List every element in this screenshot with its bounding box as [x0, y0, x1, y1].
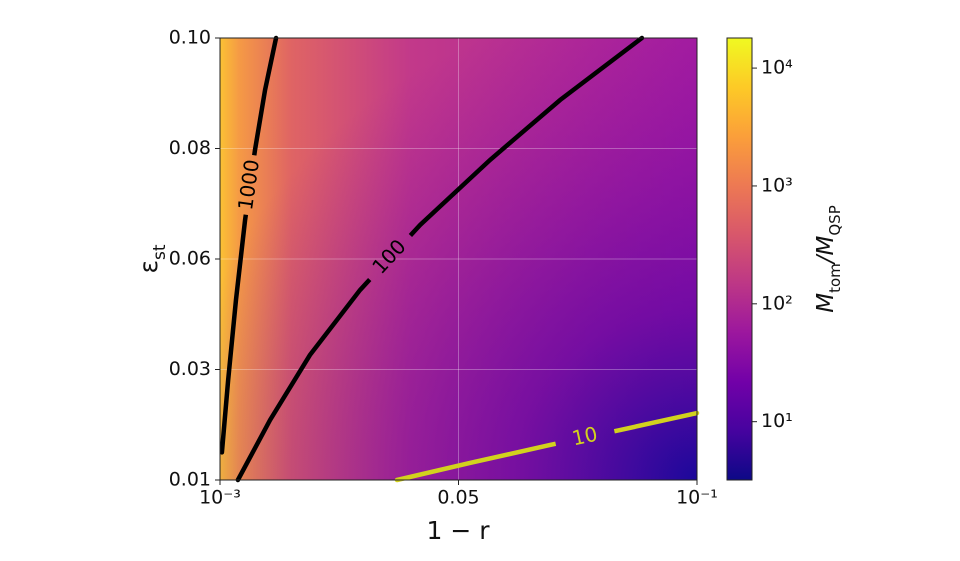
y-tick-label: 0.03	[169, 358, 211, 380]
cb-label-subscript: QSP	[826, 205, 844, 235]
contour-line	[219, 35, 279, 455]
x-axis-label: 1 − r	[426, 516, 490, 545]
x-tick-label: 10⁻¹	[676, 487, 718, 509]
cb-label-symbol: M	[813, 293, 839, 313]
y-label-symbol: ε	[134, 260, 163, 274]
colorbar-tick-label: 10³	[761, 174, 793, 196]
colorbar-tick-label: 10²	[761, 292, 793, 314]
x-tick-label: 10⁻³	[199, 487, 241, 509]
colorbar	[726, 37, 753, 481]
cb-label-symbol: /M	[813, 235, 839, 265]
colorbar-tick-label: 10⁴	[761, 57, 793, 79]
y-axis-label: εst	[134, 244, 170, 273]
contour-line	[235, 35, 645, 483]
contour-line	[394, 410, 700, 483]
y-tick-label: 0.06	[169, 248, 211, 270]
y-tick-label: 0.10	[169, 27, 211, 49]
colorbar-label: Mtom/MQSP	[813, 205, 844, 313]
contour-label: 10	[570, 422, 600, 451]
x-tick-label: 0.05	[437, 487, 479, 509]
cb-label-subscript: tom	[826, 263, 844, 293]
y-tick-label: 0.01	[169, 469, 211, 491]
y-tick-label: 0.08	[169, 137, 211, 159]
y-label-subscript: st	[150, 244, 170, 260]
colorbar-tick-label: 10¹	[761, 410, 793, 432]
heatmap-shade	[220, 38, 697, 480]
